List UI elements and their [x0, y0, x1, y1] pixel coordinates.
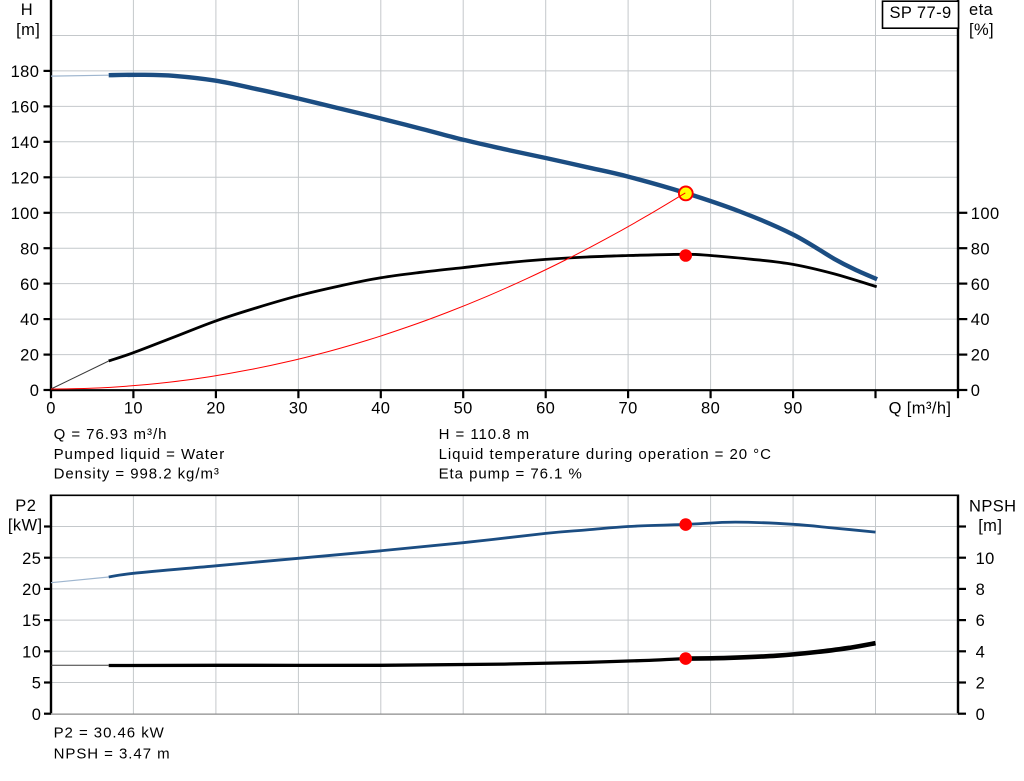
svg-text:60: 60 — [971, 276, 990, 294]
svg-text:[%]: [%] — [969, 21, 994, 39]
svg-text:25: 25 — [22, 550, 41, 568]
svg-text:0: 0 — [976, 706, 986, 724]
svg-text:Liquid temperature during oper: Liquid temperature during operation = 20… — [439, 446, 772, 463]
svg-text:80: 80 — [701, 400, 720, 418]
svg-text:20: 20 — [971, 347, 990, 365]
svg-text:0: 0 — [46, 400, 56, 418]
svg-text:70: 70 — [619, 400, 638, 418]
svg-text:0: 0 — [971, 382, 981, 400]
svg-text:H = 110.8 m: H = 110.8 m — [439, 426, 530, 443]
svg-text:P2 = 30.46 kW: P2 = 30.46 kW — [54, 725, 165, 742]
svg-text:100: 100 — [11, 205, 40, 223]
svg-text:Pumped liquid = Water: Pumped liquid = Water — [54, 446, 226, 463]
svg-text:[m]: [m] — [16, 21, 40, 39]
svg-text:[m]: [m] — [978, 517, 1002, 535]
svg-text:0: 0 — [32, 706, 42, 724]
svg-text:P2: P2 — [15, 497, 36, 515]
svg-text:140: 140 — [11, 134, 40, 152]
svg-text:NPSH = 3.47 m: NPSH = 3.47 m — [54, 746, 171, 763]
svg-text:40: 40 — [371, 400, 390, 418]
svg-text:NPSH: NPSH — [969, 497, 1016, 515]
svg-text:2: 2 — [976, 675, 986, 693]
svg-text:5: 5 — [32, 675, 42, 693]
svg-text:10: 10 — [22, 643, 41, 661]
svg-text:Q = 76.93 m³/h: Q = 76.93 m³/h — [54, 426, 168, 443]
svg-text:40: 40 — [20, 311, 39, 329]
svg-text:40: 40 — [971, 311, 990, 329]
svg-text:100: 100 — [971, 205, 1000, 223]
svg-text:Density = 998.2 kg/m³: Density = 998.2 kg/m³ — [54, 466, 220, 483]
svg-text:[kW]: [kW] — [8, 517, 43, 535]
svg-text:6: 6 — [976, 612, 986, 630]
svg-text:50: 50 — [454, 400, 473, 418]
svg-text:20: 20 — [20, 347, 39, 365]
svg-text:4: 4 — [976, 643, 986, 661]
svg-text:120: 120 — [11, 169, 40, 187]
svg-text:H: H — [21, 1, 33, 19]
svg-text:80: 80 — [20, 240, 39, 258]
svg-text:20: 20 — [206, 400, 225, 418]
svg-text:80: 80 — [971, 240, 990, 258]
svg-text:Eta pump = 76.1 %: Eta pump = 76.1 % — [439, 466, 583, 483]
svg-text:eta: eta — [969, 1, 994, 19]
svg-text:60: 60 — [536, 400, 555, 418]
svg-text:0: 0 — [30, 382, 40, 400]
svg-text:60: 60 — [20, 276, 39, 294]
svg-text:20: 20 — [22, 581, 41, 599]
svg-text:90: 90 — [784, 400, 803, 418]
svg-text:10: 10 — [976, 550, 995, 568]
svg-text:160: 160 — [11, 99, 40, 117]
svg-text:8: 8 — [976, 581, 986, 599]
svg-text:SP 77-9: SP 77-9 — [889, 4, 951, 22]
svg-text:180: 180 — [11, 63, 40, 81]
svg-text:15: 15 — [22, 612, 41, 630]
svg-text:10: 10 — [124, 400, 143, 418]
svg-text:Q [m³/h]: Q [m³/h] — [889, 400, 952, 418]
svg-text:30: 30 — [289, 400, 308, 418]
